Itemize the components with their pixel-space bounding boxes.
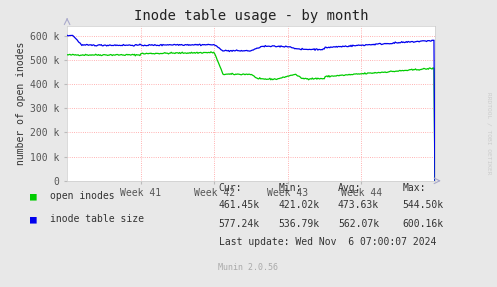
Text: 600.16k: 600.16k [403, 219, 444, 229]
Text: inode table size: inode table size [50, 214, 144, 224]
Text: 562.07k: 562.07k [338, 219, 379, 229]
Text: 577.24k: 577.24k [219, 219, 260, 229]
Y-axis label: number of open inodes: number of open inodes [16, 42, 26, 165]
Text: Max:: Max: [403, 183, 426, 193]
Text: ■: ■ [30, 214, 37, 224]
Text: 536.79k: 536.79k [278, 219, 320, 229]
Text: open inodes: open inodes [50, 191, 114, 201]
Text: Munin 2.0.56: Munin 2.0.56 [219, 263, 278, 272]
Text: Avg:: Avg: [338, 183, 361, 193]
Text: Min:: Min: [278, 183, 302, 193]
Title: Inode table usage - by month: Inode table usage - by month [134, 9, 368, 23]
Text: ■: ■ [30, 191, 37, 201]
Text: RRDTOOL / TOBI OETIKER: RRDTOOL / TOBI OETIKER [486, 92, 491, 174]
Text: Last update: Wed Nov  6 07:00:07 2024: Last update: Wed Nov 6 07:00:07 2024 [219, 236, 436, 247]
Text: 544.50k: 544.50k [403, 200, 444, 210]
Text: Cur:: Cur: [219, 183, 242, 193]
Text: 473.63k: 473.63k [338, 200, 379, 210]
Text: 461.45k: 461.45k [219, 200, 260, 210]
Text: 421.02k: 421.02k [278, 200, 320, 210]
